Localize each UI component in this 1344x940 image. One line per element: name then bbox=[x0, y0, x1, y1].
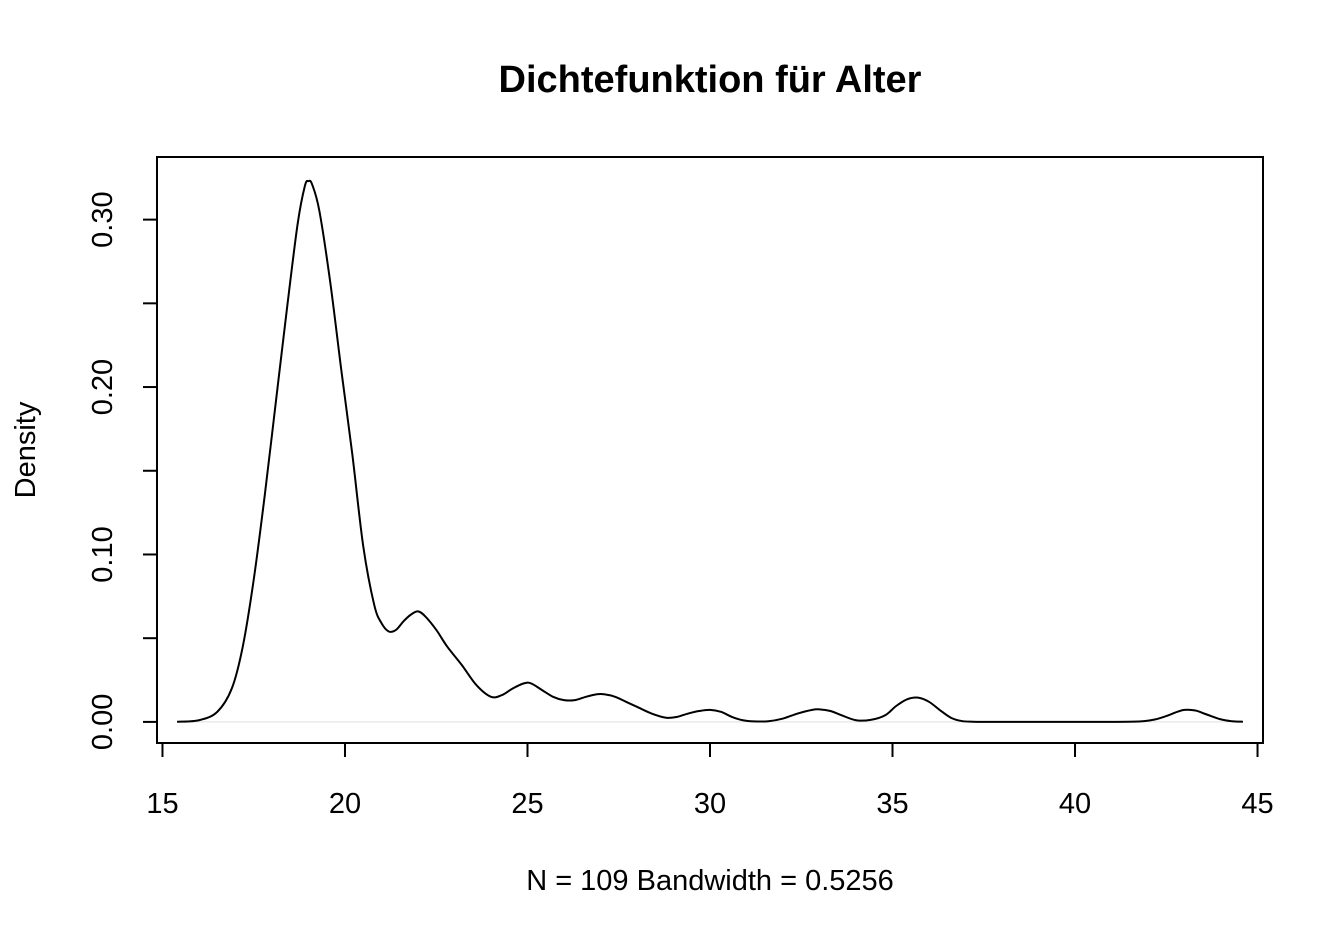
y-tick-label: 0.00 bbox=[87, 694, 119, 750]
y-axis-label: Density bbox=[10, 401, 42, 498]
x-tick-label: 45 bbox=[1241, 788, 1273, 820]
x-axis-label: N = 109 Bandwidth = 0.5256 bbox=[526, 865, 894, 897]
plot-frame bbox=[156, 156, 1264, 744]
x-tick-label: 15 bbox=[146, 788, 178, 820]
chart-title: Dichtefunktion für Alter bbox=[499, 59, 922, 101]
y-tick-label: 0.30 bbox=[87, 191, 119, 247]
x-tick-label: 30 bbox=[694, 788, 726, 820]
x-tick-label: 25 bbox=[511, 788, 543, 820]
y-tick-label: 0.20 bbox=[87, 359, 119, 415]
y-tick-label: 0.10 bbox=[87, 526, 119, 582]
y-axis: 0.00 0.10 0.20 0.30 bbox=[87, 191, 158, 750]
density-curve bbox=[177, 179, 1243, 723]
x-axis: 15 20 25 30 35 40 45 bbox=[146, 742, 1274, 820]
x-tick-label: 35 bbox=[876, 788, 908, 820]
x-tick-label: 40 bbox=[1059, 788, 1091, 820]
x-tick-label: 20 bbox=[329, 788, 361, 820]
